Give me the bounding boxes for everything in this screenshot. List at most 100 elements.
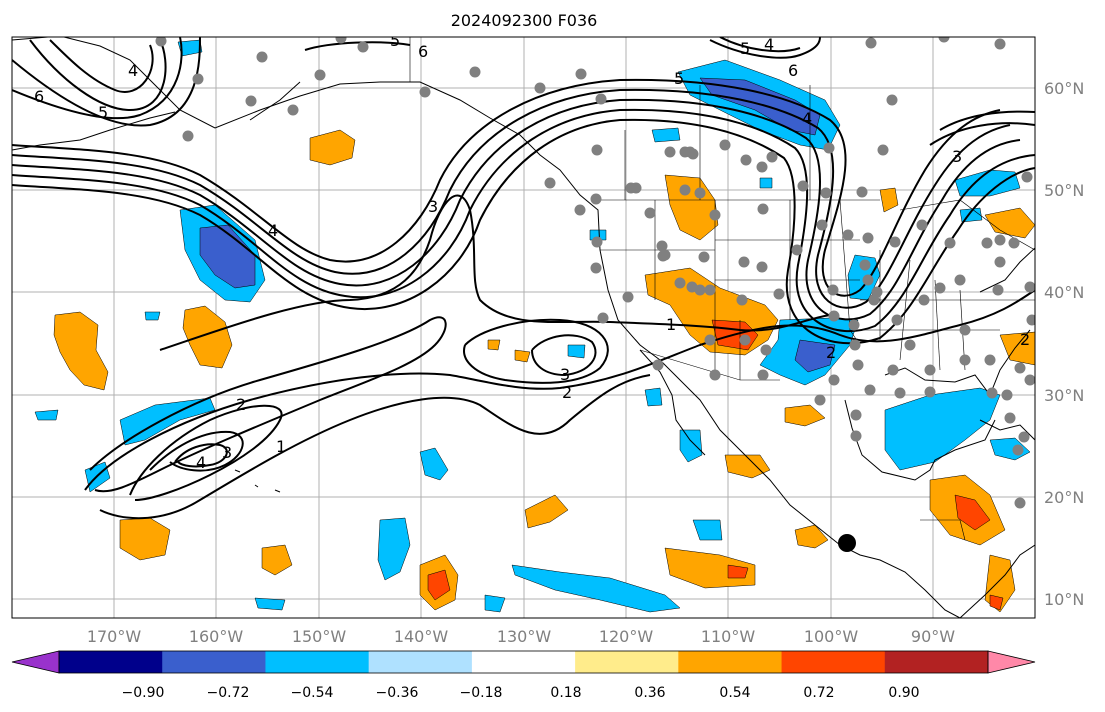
colorbar-tick-label: 0.36 [634, 685, 665, 701]
lat-label: 50°N [1044, 181, 1084, 200]
contour-label: 3 [952, 147, 962, 166]
colorbar-tick-label: −0.90 [122, 685, 165, 701]
station-dot [740, 154, 752, 166]
station-dot [656, 240, 668, 252]
station-dot [877, 144, 889, 156]
station-dot [469, 66, 481, 78]
station-dot [590, 193, 602, 205]
station-dot [924, 364, 936, 376]
station-dot [894, 387, 906, 399]
station-dot [709, 369, 721, 381]
station-dot [827, 284, 839, 296]
station-dot [1014, 362, 1026, 374]
station-dot [575, 68, 587, 80]
colorbar-segment [678, 651, 783, 673]
station-dot [719, 139, 731, 151]
station-dot [1018, 431, 1030, 443]
colorbar-tick-label: 0.72 [803, 685, 834, 701]
station-dot [828, 374, 840, 386]
contour-label: 4 [268, 221, 278, 240]
colorbar-segment [162, 651, 266, 673]
storm-center-marker [838, 534, 856, 552]
lat-label: 10°N [1044, 590, 1084, 609]
colorbar-segment [368, 651, 473, 673]
colorbar-frame [58, 650, 989, 674]
station-dot [1001, 389, 1013, 401]
station-dot [704, 334, 716, 346]
contour-label: 3 [428, 197, 438, 216]
lon-label: 160°W [189, 627, 244, 646]
colorbar-segment [781, 651, 886, 673]
station-dot [959, 354, 971, 366]
station-dot [709, 209, 721, 221]
station-dot [868, 294, 880, 306]
station-dot [652, 359, 664, 371]
contour-label: 1 [666, 315, 676, 334]
contour-lines [12, 37, 1035, 520]
map-title: 2024092300 F036 [451, 11, 598, 30]
contour-label: 5 [390, 31, 400, 50]
station-dot [1008, 237, 1020, 249]
station-dot [739, 334, 751, 346]
station-dot [357, 41, 369, 53]
contour-label: 6 [34, 87, 44, 106]
map-frame [11, 36, 1036, 619]
contour-label: 4 [802, 109, 812, 128]
station-dot [934, 282, 946, 294]
station-dot [644, 207, 656, 219]
station-dot [686, 281, 698, 293]
colorbar-tick-label: −0.18 [460, 685, 503, 701]
station-dot [865, 37, 877, 49]
contour-label: 6 [418, 42, 428, 61]
contour-labels: 6 5 4 6 5 4 5 6 4 3 3 4 2 1 2 3 1 2 3 4 … [34, 31, 1030, 472]
colorbar-tick-label: −0.54 [291, 685, 334, 701]
station-dot [287, 104, 299, 116]
station-dot [816, 219, 828, 231]
station-dot [891, 314, 903, 326]
station-dot [591, 236, 603, 248]
station-dot [756, 161, 768, 173]
lat-label: 20°N [1044, 488, 1084, 507]
colorbar-segment [471, 651, 576, 673]
station-dot [1012, 444, 1024, 456]
coastlines [12, 37, 1035, 618]
station-dot [245, 95, 257, 107]
station-dot [797, 180, 809, 192]
colorbar-tick-labels: −0.90 −0.72 −0.54 −0.36 −0.18 0.18 0.36 … [122, 685, 920, 701]
station-dot [984, 354, 996, 366]
colorbar-segment [265, 651, 370, 673]
contour-label: 5 [740, 39, 750, 58]
contour-label: 1 [276, 437, 286, 456]
station-dot [986, 387, 998, 399]
lon-label: 130°W [497, 627, 552, 646]
station-dot [981, 237, 993, 249]
station-dot [842, 229, 854, 241]
station-dot [664, 146, 676, 158]
station-dot [335, 37, 347, 44]
station-dot [704, 284, 716, 296]
colorbar-tick-label: 0.18 [550, 685, 581, 701]
colorbar-segment [575, 651, 679, 673]
station-dot [994, 38, 1006, 50]
lon-label: 170°W [87, 627, 142, 646]
station-dot [574, 204, 586, 216]
station-dot [534, 82, 546, 94]
latitude-labels: 60°N 50°N 40°N 30°N 20°N 10°N [1044, 79, 1084, 609]
station-dot [904, 339, 916, 351]
colorbar-segment [59, 651, 163, 673]
station-dot [1024, 281, 1035, 293]
station-dot [182, 130, 194, 142]
station-dot [823, 142, 835, 154]
longitude-labels: 170°W 160°W 150°W 140°W 130°W 120°W 110°… [87, 627, 955, 646]
station-dot [820, 187, 832, 199]
station-dot [828, 310, 840, 322]
station-dot [848, 319, 860, 331]
station-dot [1024, 374, 1035, 386]
lon-label: 110°W [701, 627, 756, 646]
map-plot-area: 6 5 4 6 5 4 5 6 4 3 3 4 2 1 2 3 1 2 3 4 … [12, 31, 1035, 618]
station-dot [630, 182, 642, 194]
station-dot [679, 146, 691, 158]
station-dot [192, 73, 204, 85]
station-dot [773, 288, 785, 300]
contour-label: 4 [764, 35, 774, 54]
